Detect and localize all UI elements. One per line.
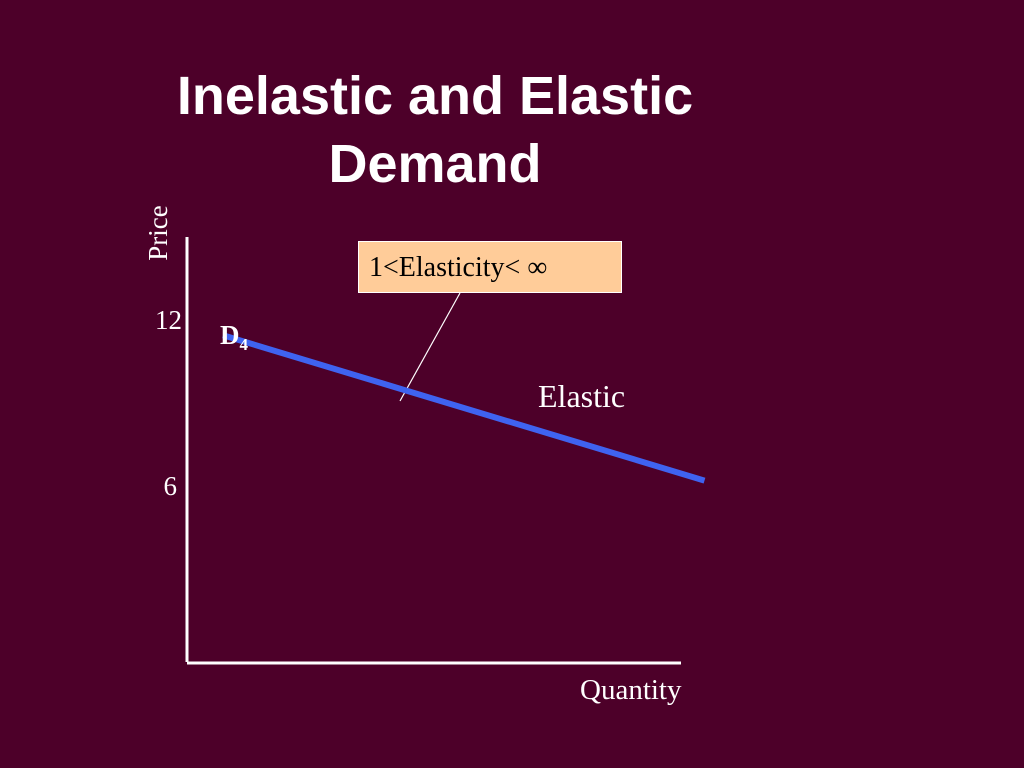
- y-tick-label-12: 12: [155, 305, 182, 335]
- series-label-main: D: [220, 320, 240, 350]
- slide-title: Inelastic and Elastic Demand: [100, 62, 770, 198]
- series-label-d4: D4: [220, 320, 248, 355]
- x-axis-label: Quantity: [580, 674, 682, 706]
- title-line-1: Inelastic and Elastic: [176, 66, 694, 126]
- y-tick-label-6: 6: [163, 471, 178, 501]
- series-label-subscript: 4: [239, 335, 249, 354]
- title-line-2: Demand: [328, 134, 542, 194]
- demand-curve-d4: [222, 332, 706, 484]
- y-axis-label: Price: [143, 205, 173, 261]
- elastic-region-label: Elastic: [538, 378, 626, 414]
- elasticity-callout-box: 1<Elasticity< ∞: [358, 241, 622, 293]
- callout-leader-line: [399, 292, 461, 402]
